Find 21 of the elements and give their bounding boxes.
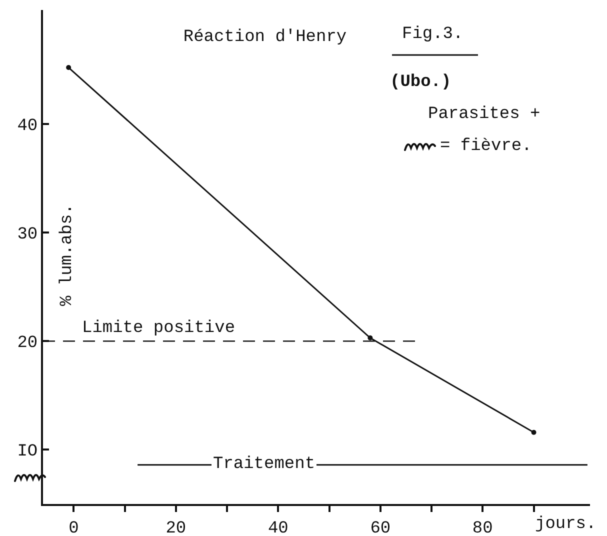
x-tick-label: 80 [472, 519, 493, 536]
x-tick-label: 0 [68, 519, 79, 536]
annotation: Fig.3. [402, 25, 464, 44]
point [66, 65, 72, 70]
point [531, 430, 536, 435]
annotation: Parasites + [428, 105, 540, 124]
point [368, 335, 373, 340]
y-axis-title: % lum.abs. [58, 204, 77, 306]
ref-line-label: Limite positive [82, 319, 236, 338]
y-tick-label: 20 [17, 334, 38, 354]
annotation: (Ubo.) [390, 73, 452, 92]
series-label: Traitement [213, 455, 316, 474]
annotation: = fièvre. [440, 137, 532, 156]
y-tick-label: IO [17, 442, 38, 462]
y-tick-label: 30 [17, 226, 38, 245]
y-tick-label: 40 [17, 116, 38, 136]
x-axis-title: jours. [535, 515, 596, 534]
text: Réaction d'Henry [183, 28, 347, 47]
x-tick-label: 40 [268, 519, 288, 536]
x-tick-label: 60 [370, 519, 391, 536]
x-tick-label: 20 [166, 519, 186, 536]
